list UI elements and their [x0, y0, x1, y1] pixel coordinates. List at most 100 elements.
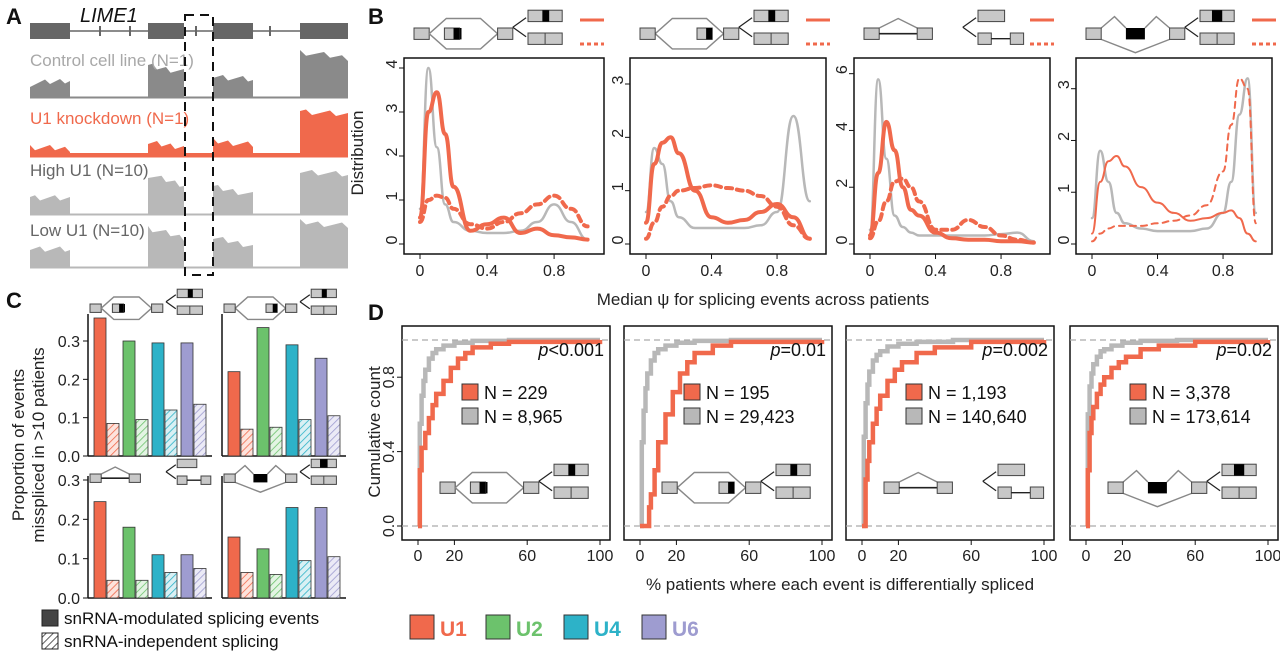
x-tick-label: 0.8	[543, 263, 565, 280]
arrow-down	[165, 471, 177, 480]
isoforms-alt-5prime-site	[738, 9, 789, 45]
arrow-down	[538, 480, 553, 492]
splice-paths	[654, 17, 725, 50]
arrow-down	[165, 301, 177, 310]
bar-modulated-u4	[151, 342, 165, 457]
variable-exon	[253, 474, 268, 483]
x-tick-label: 0	[858, 548, 867, 565]
panel-c-ylabel-line2: misspliced in >10 patients	[29, 347, 48, 542]
isoforms-retained-intron	[165, 458, 212, 485]
exon-box	[977, 9, 1006, 23]
isoforms-mutually-exclusive	[299, 458, 337, 485]
x-tick-label: 0.4	[700, 263, 722, 280]
bar-independent-u4	[298, 419, 312, 457]
legend-swatch-all-events	[1129, 407, 1147, 425]
bar-chart-2	[221, 288, 346, 457]
splice-arc	[100, 466, 130, 475]
exon-box	[863, 27, 880, 40]
plot-frame	[401, 325, 611, 541]
isoforms-cassette-exon	[538, 463, 589, 499]
panel-d-xlabel: % patients where each event is different…	[646, 575, 1034, 594]
plot-frame	[1069, 325, 1279, 541]
density-plot-1: 0 1 2 3 4 0 0.4 0.8	[384, 9, 605, 280]
splice-paths	[454, 471, 525, 504]
exon-box	[128, 473, 141, 483]
exon-box	[469, 481, 487, 494]
variable-exon	[790, 464, 798, 476]
y-tick-label: 2	[1056, 132, 1073, 141]
exon-box	[977, 32, 992, 45]
bar-modulated-u6	[314, 357, 328, 457]
x-tick-label: 0	[636, 548, 645, 565]
coverage-track-2	[30, 170, 348, 216]
legend-count-u1-events: N = 3,378	[1152, 383, 1231, 403]
bar-independent-u1	[106, 423, 120, 457]
schematic-retained-intron	[863, 17, 933, 40]
x-tick-label: 0	[642, 263, 651, 280]
bar-modulated-u1	[93, 317, 107, 457]
y-tick-label: 0.0	[381, 515, 398, 537]
y-tick-label: 0.2	[58, 512, 80, 529]
exon-box	[223, 473, 236, 483]
legend-count-all-events: N = 8,965	[484, 407, 563, 427]
p-value: p<0.001	[537, 340, 604, 360]
x-tick-label: 20	[890, 548, 908, 565]
exon-box	[497, 27, 514, 40]
legend-swatch-u1-events	[1129, 383, 1147, 401]
y-tick-label: 0.1	[58, 411, 80, 428]
coverage-track-1	[30, 109, 348, 158]
p-value: p=0.02	[1215, 340, 1272, 360]
snrna-label-u6: U6	[672, 618, 699, 641]
arrow-down	[1206, 480, 1221, 492]
arrow-up	[738, 17, 753, 28]
y-tick-label: 2	[834, 179, 851, 188]
gene-model	[30, 23, 348, 39]
splice-paths	[676, 471, 747, 504]
arrow-up	[962, 17, 977, 28]
exon-box	[285, 473, 298, 483]
exon-box	[745, 481, 762, 494]
legend-swatch-u1-events	[461, 383, 479, 401]
variable-exon	[453, 28, 460, 40]
bar-chart-4	[221, 458, 346, 599]
y-tick-label: 3	[384, 103, 401, 112]
bar-modulated-u1	[227, 371, 241, 457]
schematic-cassette-exon	[439, 471, 540, 504]
panel-c-legend: snRNA-modulated splicing events snRNA-in…	[41, 609, 319, 651]
variable-exon	[706, 28, 713, 40]
exon-box	[1191, 481, 1208, 494]
legend-swatch-all-events	[461, 407, 479, 425]
y-tick-label: 1	[1056, 184, 1073, 193]
arrow-up	[299, 464, 311, 473]
legend-count-all-events: N = 140,640	[928, 407, 1027, 427]
panel-d-ylabel: Cumulative count	[365, 366, 384, 498]
bar-independent-u1	[106, 579, 120, 599]
bar-independent-u2	[135, 579, 149, 599]
splice-paths	[100, 296, 153, 321]
x-tick-label: 0	[1088, 263, 1097, 280]
cumulative-curve-u1	[640, 339, 825, 529]
exon-box	[176, 475, 188, 485]
schematic-mutually-exclusive	[223, 464, 298, 493]
x-tick-label: 0.4	[924, 263, 946, 280]
x-tick-label: 100	[1255, 548, 1280, 565]
exon-box	[997, 463, 1026, 477]
isoforms-mutually-exclusive	[1184, 9, 1235, 45]
isoforms-alt-5prime-site	[299, 288, 337, 315]
exon-box	[1107, 481, 1124, 494]
bar-independent-u6	[327, 415, 341, 457]
y-tick-label: 4	[834, 122, 851, 131]
exon-box	[916, 27, 933, 40]
variable-exon	[479, 482, 486, 494]
bar-independent-u6	[193, 403, 207, 457]
exon-box	[997, 486, 1012, 499]
density-curve-solid	[868, 119, 1036, 245]
bar-chart-3: 0.0 0.1 0.2 0.3	[58, 458, 212, 608]
density-curve-gray	[644, 114, 812, 230]
splice-paths	[234, 296, 287, 321]
cumulative-curve-background	[417, 337, 600, 529]
cumulative-curve-u1	[1085, 339, 1271, 529]
y-tick-label: 0.3	[58, 473, 80, 490]
bar-independent-u1	[240, 428, 254, 457]
legend-count-u1-events: N = 1,193	[928, 383, 1007, 403]
